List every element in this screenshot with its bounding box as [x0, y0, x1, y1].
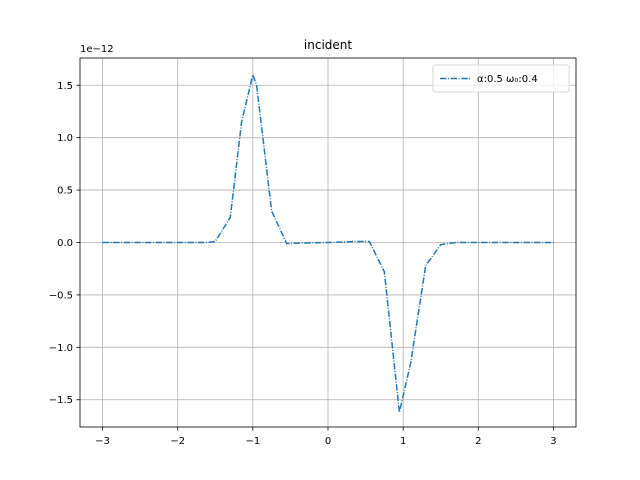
y-offset-text: 1e−12 — [80, 44, 114, 55]
x-tick-label: −3 — [95, 436, 110, 447]
legend: α:0.5 ω₀:0.4 — [432, 64, 570, 93]
series-line — [102, 74, 554, 414]
y-tick-label: 0.5 — [57, 186, 73, 197]
y-tick-label: 1.0 — [57, 133, 73, 144]
legend-box — [432, 64, 570, 93]
x-tick-label: 2 — [475, 436, 481, 447]
y-tick-label: −1.5 — [49, 395, 73, 406]
legend-label: α:0.5 ω₀:0.4 — [477, 74, 538, 85]
chart-title: incident — [304, 38, 352, 52]
x-tick-label: 3 — [550, 436, 556, 447]
x-tick-label: −2 — [170, 436, 185, 447]
y-tick-label: −0.5 — [49, 290, 73, 301]
y-tick-label: 0.0 — [57, 238, 73, 249]
x-tick-label: 0 — [325, 436, 331, 447]
y-tick-label: 1.5 — [57, 81, 73, 92]
x-tick-label: −1 — [245, 436, 260, 447]
y-tick-label: −1.0 — [49, 343, 73, 354]
plot-area — [102, 74, 554, 414]
x-tick-label: 1 — [400, 436, 406, 447]
ticks: −3 −2 −1 0 1 2 3 −1.5 −1.0 −0.5 0.0 0.5 1.0 1.5 — [49, 81, 557, 447]
